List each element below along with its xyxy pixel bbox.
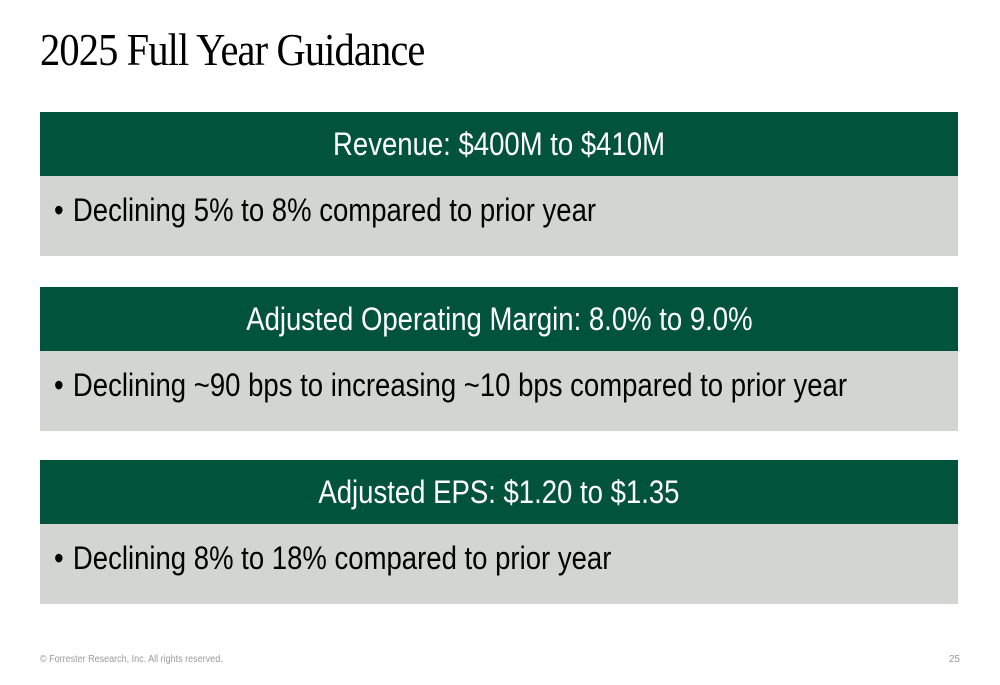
guidance-card-revenue: Revenue: $400M to $410M • Declining 5% to… [40, 112, 958, 256]
bullet-item: • Declining 5% to 8% compared to prior ye… [54, 191, 596, 229]
slide-title: 2025 Full Year Guidance [40, 24, 425, 75]
bullet-text: Declining 8% to 18% compared to prior ye… [72, 540, 612, 576]
card-header: Adjusted EPS: $1.20 to $1.35 [40, 460, 958, 524]
bullet-item: • Declining 8% to 18% compared to prior y… [54, 539, 611, 577]
card-heading: Revenue: $400M to $410M [333, 125, 665, 162]
bullet-dot: • [54, 192, 64, 228]
card-header: Adjusted Operating Margin: 8.0% to 9.0% [40, 287, 958, 351]
card-body: • Declining 8% to 18% compared to prior y… [40, 524, 958, 604]
bullet-item: • Declining ~90 bps to increasing ~10 bps… [54, 366, 847, 404]
card-body: • Declining ~90 bps to increasing ~10 bps… [40, 351, 958, 431]
bullet-dot: • [54, 367, 64, 403]
card-header: Revenue: $400M to $410M [40, 112, 958, 176]
bullet-text: Declining 5% to 8% compared to prior yea… [72, 192, 597, 228]
card-heading: Adjusted Operating Margin: 8.0% to 9.0% [245, 300, 753, 337]
guidance-card-operating-margin: Adjusted Operating Margin: 8.0% to 9.0% … [40, 287, 958, 431]
bullet-text: Declining ~90 bps to increasing ~10 bps … [72, 367, 847, 403]
card-body: • Declining 5% to 8% compared to prior ye… [40, 176, 958, 256]
page-number: 25 [948, 654, 960, 665]
bullet-dot: • [54, 540, 64, 576]
copyright-footer: © Forrester Research, Inc. All rights re… [40, 654, 223, 665]
guidance-card-eps: Adjusted EPS: $1.20 to $1.35 • Declining … [40, 460, 958, 604]
card-heading: Adjusted EPS: $1.20 to $1.35 [318, 473, 680, 510]
